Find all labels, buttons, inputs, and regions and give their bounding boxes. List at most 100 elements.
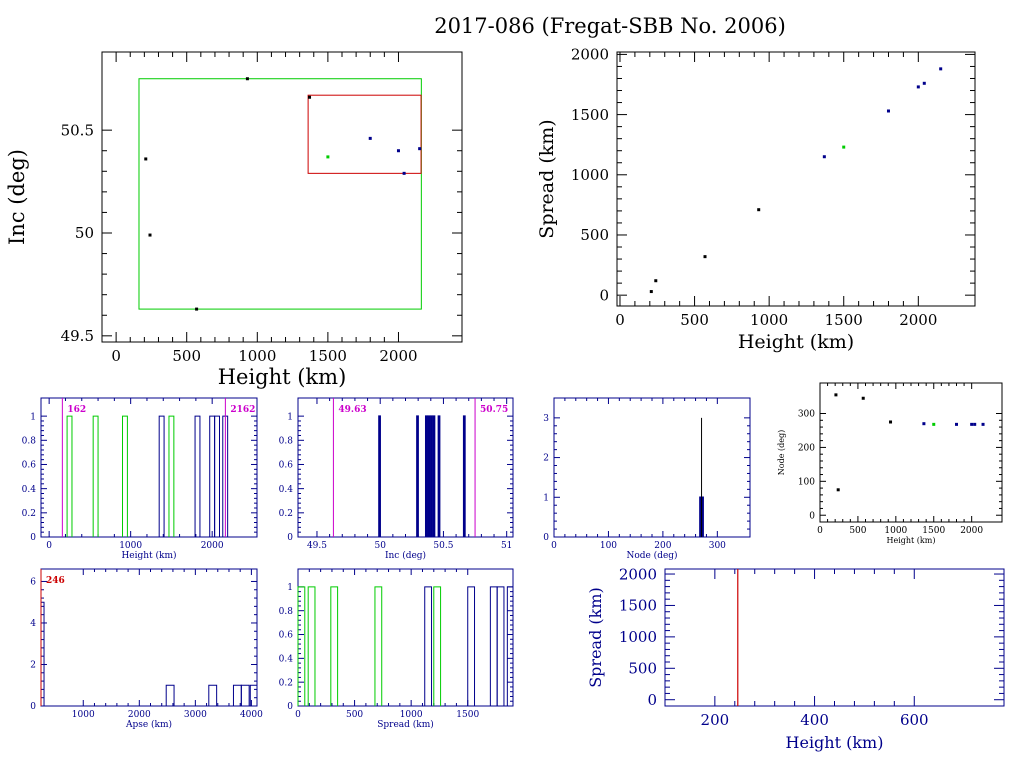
spread-vs-height-frame — [616, 51, 976, 307]
spread-histogram-bar — [433, 586, 442, 706]
height-histogram-xtick-label: 1000 — [119, 541, 142, 551]
apse-histogram-marker-label: 246 — [46, 576, 65, 586]
spread-vs-height-point — [822, 155, 826, 159]
apse-histogram-xtick-label: 4000 — [240, 710, 263, 720]
node-vs-height-xlabel: Height (km) — [887, 536, 936, 545]
spread-vs-height-ytick-label: 1000 — [571, 166, 609, 184]
height-histogram-bar — [194, 415, 201, 537]
node-vs-height-ytick-label: 0 — [809, 511, 815, 521]
apse-histogram-xlabel: Apse (km) — [125, 719, 172, 730]
node-vs-height-xtick-label: 1500 — [922, 526, 945, 536]
inc-histogram-xtick-label: 50.5 — [433, 541, 453, 551]
inc-histogram-bar — [424, 415, 428, 537]
node-vs-height-frame — [819, 382, 1003, 523]
height-histogram-bar — [168, 415, 175, 537]
spread-vs-height-point — [703, 255, 707, 259]
spread-histogram-xlabel: Spread (km) — [377, 719, 434, 730]
spread-histogram-bar — [489, 586, 498, 706]
inc-vs-height-xlabel: Height (km) — [218, 365, 347, 389]
inc-vs-height-xtick-label: 2000 — [379, 347, 417, 365]
page-title: 2017-086 (Fregat-SBB No. 2006) — [434, 14, 786, 38]
spread-histogram-xtick-label: 1000 — [400, 710, 423, 720]
apse-histogram-ytick-label: 4 — [30, 619, 36, 629]
inc-histogram-ytick-label: 0.6 — [279, 461, 294, 471]
spread-histogram-xtick-label: 500 — [346, 710, 363, 720]
node-histogram-xtick-label: 100 — [600, 541, 617, 551]
inc-vs-height-box — [307, 94, 422, 174]
spread-histogram-xtick-label: 0 — [295, 710, 301, 720]
inc-histogram-bar — [427, 415, 431, 537]
inc-vs-height-point — [326, 155, 330, 159]
spread-vs-height-xlabel: Height (km) — [738, 331, 854, 353]
node-vs-height-point — [834, 393, 838, 397]
node-histogram-ytick-label: 0 — [543, 533, 549, 543]
height-histogram-bar — [66, 415, 73, 537]
inc-vs-height-point — [144, 157, 148, 161]
height-histogram-ytick-label: 0.8 — [22, 436, 37, 446]
apse-histogram-bar — [249, 684, 258, 706]
inc-histogram-ytick-label: 1 — [287, 412, 293, 422]
inc-histogram-marker-label: 49.63 — [338, 405, 366, 415]
spread-vs-height-point — [886, 109, 890, 113]
apse-histogram-ytick-label: 2 — [30, 661, 36, 671]
inc-histogram-ytick-label: 0.8 — [279, 436, 294, 446]
inc-vs-height-point — [195, 307, 199, 311]
spread-histogram-bar — [297, 586, 306, 706]
node-vs-height-ytick-label: 100 — [798, 477, 815, 487]
spread-histogram-ytick-label: 0 — [287, 702, 293, 712]
node-vs-height-xtick-label: 2000 — [960, 526, 983, 536]
spread-vs-height-xtick-label: 500 — [680, 311, 709, 329]
spread-vs-height-ytick-label: 2000 — [571, 46, 609, 64]
node-histogram-xlabel: Node (deg) — [626, 550, 677, 561]
spread-vs-height-point — [922, 81, 926, 85]
inc-histogram-bar — [416, 415, 419, 537]
node-vs-height-xtick-label: 1000 — [884, 526, 907, 536]
height-histogram-marker-label: 162 — [67, 405, 86, 415]
node-vs-height-point — [889, 420, 893, 424]
height-histogram-ytick-label: 0.2 — [22, 509, 36, 519]
inc-vs-height-ytick-label: 49.5 — [61, 327, 94, 345]
spread-histogram-bar — [496, 586, 505, 706]
inc-vs-height-frame — [101, 51, 463, 343]
node-histogram-xtick-label: 300 — [709, 541, 726, 551]
apse-histogram-bar — [208, 684, 218, 706]
spread-vs-height-zoom-ylabel: Spread (km) — [586, 587, 605, 688]
height-histogram-bar — [122, 415, 128, 537]
node-vs-height-ytick-label: 300 — [798, 410, 815, 420]
spread-vs-height-zoom-xtick-label: 200 — [701, 711, 730, 729]
spread-vs-height-point — [939, 67, 943, 71]
spread-histogram-bar — [330, 586, 339, 706]
node-histogram-ytick-label: 2 — [543, 454, 549, 464]
spread-vs-height-point — [916, 85, 920, 89]
spread-histogram-bar — [374, 586, 383, 706]
spread-histogram-bar — [506, 586, 514, 706]
node-histogram-frame — [553, 397, 751, 538]
inc-vs-height-box — [138, 78, 422, 310]
inc-histogram-ytick-label: 0.4 — [279, 485, 294, 495]
spread-vs-height-xtick-label: 1500 — [825, 311, 863, 329]
apse-histogram-xtick-label: 2000 — [128, 710, 151, 720]
node-vs-height-point — [836, 488, 840, 492]
node-vs-height-point — [955, 422, 958, 426]
inc-histogram-bar — [462, 415, 466, 537]
inc-vs-height-point — [396, 149, 400, 153]
height-histogram-bar — [214, 415, 221, 537]
inc-vs-height-point — [148, 233, 152, 237]
node-histogram-xtick-label: 0 — [551, 541, 557, 551]
apse-histogram-ytick-label: 0 — [30, 702, 36, 712]
inc-vs-height-xtick-label: 1500 — [309, 347, 347, 365]
apse-histogram-ytick-label: 6 — [30, 578, 36, 588]
inc-histogram-xtick-label: 49.5 — [307, 541, 327, 551]
apse-histogram-bar — [165, 684, 175, 706]
spread-vs-height-ytick-label: 1500 — [571, 106, 609, 124]
spread-histogram-xtick-label: 1500 — [456, 710, 479, 720]
apse-histogram-xtick-label: 1000 — [72, 710, 95, 720]
inc-histogram-ytick-label: 0 — [287, 533, 293, 543]
inc-vs-height-ylabel: Inc (deg) — [5, 149, 29, 245]
inc-vs-height-ytick-label: 50.5 — [61, 121, 94, 139]
spread-vs-height-ytick-label: 0 — [599, 286, 609, 304]
inc-histogram-bar — [432, 415, 436, 537]
spread-vs-height-zoom-ytick-label: 1000 — [619, 628, 657, 646]
spread-vs-height-xtick-label: 2000 — [899, 311, 937, 329]
